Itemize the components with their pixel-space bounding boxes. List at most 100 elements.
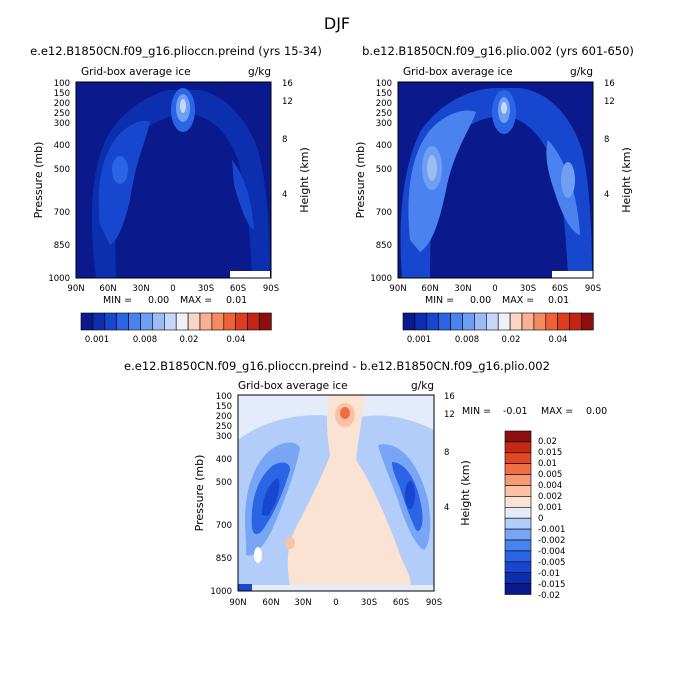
colorbar-swatch xyxy=(259,312,272,331)
colorbar-label: -0.005 xyxy=(538,558,565,568)
colorbar-swatch xyxy=(533,312,547,331)
contour-band xyxy=(180,99,186,113)
contour-band xyxy=(427,155,437,181)
panel-title: e.e12.B1850CN.f09_g16.plioccn.preind (yr… xyxy=(30,44,322,58)
y-tick-label: 700 xyxy=(54,208,70,218)
colorbar-swatch xyxy=(187,312,201,331)
colorbar-swatch xyxy=(211,312,225,331)
colorbar-swatch xyxy=(504,528,532,541)
x-tick-label: 90S xyxy=(426,598,442,608)
colorbar-swatch xyxy=(426,312,439,331)
colorbar-swatch xyxy=(504,463,532,475)
figure-title: DJF xyxy=(324,14,350,33)
colorbar-label: 0.008 xyxy=(133,335,157,345)
x-tick-label: 30S xyxy=(198,284,214,294)
missing-data-mask xyxy=(230,271,270,278)
y-tick-label: 150 xyxy=(216,402,232,412)
y-tick-label: 850 xyxy=(54,241,70,251)
colorbar-swatch xyxy=(504,485,532,497)
panel-1: e.e12.B1850CN.f09_g16.plioccn.preind (yr… xyxy=(30,44,322,345)
y-tick-label: 200 xyxy=(54,99,70,109)
x-tick-label: 0 xyxy=(333,598,338,608)
y-tick-label: 500 xyxy=(376,165,392,175)
colorbar-label: 0.005 xyxy=(538,470,562,480)
colorbar-swatch xyxy=(80,312,94,331)
colorbar-swatch xyxy=(504,572,532,584)
colorbar-swatch xyxy=(581,312,594,331)
contour-band xyxy=(238,584,252,591)
colorbar-label: 0.008 xyxy=(455,335,479,345)
height-tick-label: 8 xyxy=(282,135,287,145)
y-axis-label: Pressure (mb) xyxy=(32,142,45,219)
colorbar-swatch xyxy=(504,561,532,573)
y-tick-label: 300 xyxy=(376,119,392,129)
contour-field xyxy=(398,82,593,278)
contour-field xyxy=(238,395,434,591)
colorbar-swatch xyxy=(128,312,141,331)
colorbar-swatch xyxy=(116,312,129,331)
colorbar-swatch xyxy=(104,312,118,331)
contour-band xyxy=(287,395,411,585)
x-tick-label: 30N xyxy=(454,284,471,294)
y-tick-label: 1000 xyxy=(210,587,232,597)
y-tick-label: 100 xyxy=(376,79,392,89)
colorbar-swatch xyxy=(504,517,532,530)
stat-min-value: -0.01 xyxy=(503,406,528,417)
colorbar-swatch xyxy=(504,550,532,563)
height-tick-label: 8 xyxy=(604,135,609,145)
colorbar-swatch xyxy=(569,312,582,331)
colorbar-label: 0.004 xyxy=(538,481,562,491)
colorbar-swatch xyxy=(557,312,570,331)
colorbar-label: 0.04 xyxy=(549,335,568,345)
x-tick-label: 60N xyxy=(262,598,279,608)
y2-axis-label: Height (km) xyxy=(620,147,633,213)
x-tick-label: 0 xyxy=(170,284,175,294)
colorbar-label: 0.02 xyxy=(502,335,521,345)
y-tick-label: 200 xyxy=(376,99,392,109)
colorbar-swatch xyxy=(504,506,532,519)
colorbar-swatch xyxy=(504,539,532,552)
colorbar-swatch xyxy=(497,312,511,331)
contour-band xyxy=(285,537,295,549)
colorbar-swatch xyxy=(504,452,532,464)
colorbar-swatch xyxy=(450,312,463,331)
panel-subtitle-left: Grid-box average ice xyxy=(81,66,191,78)
contour-band xyxy=(254,547,262,563)
y-tick-label: 850 xyxy=(376,241,392,251)
colorbar-label: -0.02 xyxy=(538,591,560,601)
y-tick-label: 100 xyxy=(216,392,232,402)
colorbar-label: 0.001 xyxy=(407,335,431,345)
colorbar-label: 0.015 xyxy=(538,448,562,458)
colorbar-label: -0.002 xyxy=(538,536,565,546)
stat-max-label: MAX = xyxy=(502,295,534,306)
colorbar-swatch xyxy=(92,312,106,331)
x-tick-label: 90N xyxy=(389,284,406,294)
colorbar-swatch xyxy=(462,312,475,331)
y-tick-label: 400 xyxy=(376,141,392,151)
colorbar-swatch xyxy=(152,312,165,331)
y-tick-label: 100 xyxy=(54,79,70,89)
colorbar-label: 0.001 xyxy=(538,503,562,513)
height-tick-label: 4 xyxy=(282,190,287,200)
y-tick-label: 200 xyxy=(216,412,232,422)
colorbar-swatch xyxy=(504,430,532,443)
colorbar-swatch xyxy=(199,312,213,331)
colorbar-label: 0.002 xyxy=(538,492,562,502)
stat-max-value: 0.00 xyxy=(586,406,607,417)
y-tick-label: 1000 xyxy=(48,274,70,284)
contour-band xyxy=(112,156,128,184)
panel-subtitle-left: Grid-box average ice xyxy=(238,380,348,392)
colorbar-swatch xyxy=(504,441,532,454)
panel-3: e.e12.B1850CN.f09_g16.plioccn.preind - b… xyxy=(124,359,607,608)
y-tick-label: 250 xyxy=(54,109,70,119)
y-tick-label: 700 xyxy=(376,208,392,218)
stat-min-value: 0.00 xyxy=(148,295,169,306)
colorbar-label: -0.004 xyxy=(538,547,565,557)
plot-frame xyxy=(237,394,435,592)
stat-max-value: 0.01 xyxy=(548,295,569,306)
height-tick-label: 16 xyxy=(282,79,293,89)
colorbar-label: 0.02 xyxy=(538,437,557,447)
colorbar-swatch xyxy=(521,312,535,331)
contour-band xyxy=(408,110,476,252)
